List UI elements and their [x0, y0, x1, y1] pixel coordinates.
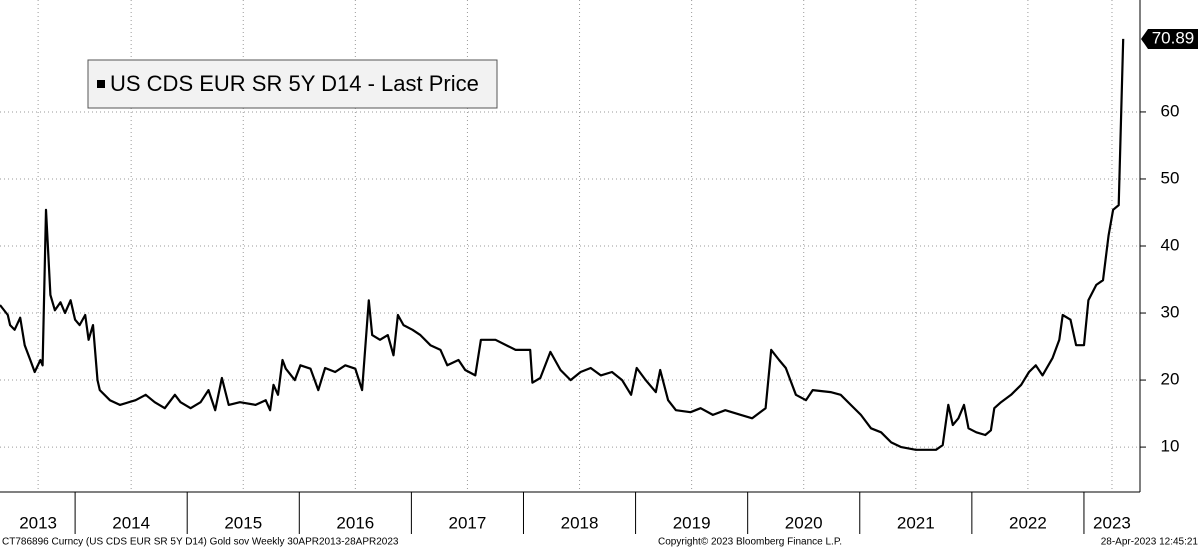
x-tick-label: 2022: [1009, 513, 1047, 532]
x-tick-label: 2019: [673, 513, 711, 532]
footer-center: Copyright© 2023 Bloomberg Finance L.P.: [658, 537, 842, 548]
x-tick-label: 2016: [336, 513, 374, 532]
legend-label: US CDS EUR SR 5Y D14 - Last Price: [110, 71, 479, 96]
x-tick-label: 2023: [1093, 513, 1131, 532]
legend-swatch: [97, 80, 105, 88]
x-tick-label: 2014: [112, 513, 150, 532]
footer-left: CT786896 Curncy (US CDS EUR SR 5Y D14) G…: [2, 537, 399, 548]
x-tick-label: 2017: [449, 513, 487, 532]
y-tick-label: 20: [1161, 370, 1180, 389]
legend-box: [87, 59, 498, 109]
y-tick-label: 10: [1161, 437, 1180, 456]
x-tick-label: 2015: [224, 513, 262, 532]
x-tick-label: 2018: [561, 513, 599, 532]
y-tick-label: 60: [1161, 101, 1180, 120]
plot: [0, 38, 1125, 451]
x-tick-label: 2021: [897, 513, 935, 532]
y-tick-label: 40: [1161, 235, 1180, 254]
x-tick-label: 2020: [785, 513, 823, 532]
last-value-badge: [1141, 28, 1198, 49]
y-tick-label: 50: [1161, 168, 1180, 187]
y-tick-label: 30: [1161, 303, 1180, 322]
line-series: [0, 38, 1125, 451]
x-tick-label: 2013: [19, 513, 57, 532]
last-value-label: 70.89: [1152, 28, 1195, 47]
footer-right: 28-Apr-2023 12:45:21: [1101, 537, 1199, 548]
